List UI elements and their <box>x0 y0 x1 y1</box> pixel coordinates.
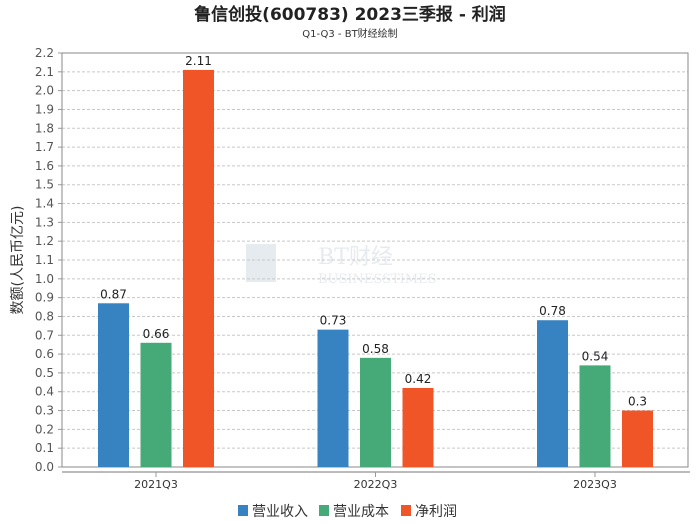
y-tick-label: 0.7 <box>35 328 54 342</box>
bar-2023Q3-3 <box>622 410 653 467</box>
legend-swatch <box>238 505 248 516</box>
data-label: 0.87 <box>100 287 127 301</box>
y-tick-label: 1.8 <box>35 121 54 135</box>
x-axis: 2021Q3 2022Q3 2023Q3 <box>134 472 617 491</box>
bar-2021Q3-3 <box>183 69 214 467</box>
legend-label: 净利润 <box>415 504 457 520</box>
y-tick-label: 0.6 <box>35 347 54 361</box>
bars: 0.87 0.66 2.11 0.73 0.58 0.42 0.78 0.54 0.3 <box>98 54 653 467</box>
legend-swatch <box>401 505 411 516</box>
y-tick-label: 1.3 <box>35 215 54 229</box>
bar-2021Q3-1 <box>98 303 129 467</box>
data-label: 0.3 <box>628 395 647 409</box>
y-tick-label: 1.1 <box>35 253 54 267</box>
legend-swatch <box>319 505 329 516</box>
y-tick-label: 0.8 <box>35 309 54 323</box>
y-tick-label: 0.4 <box>35 385 54 399</box>
y-tick-label: 1.9 <box>35 102 54 116</box>
bar-2022Q3-3 <box>402 387 434 467</box>
watermark: BT财经 BUSINESSTIMES <box>246 244 437 287</box>
y-tick-label: 1.5 <box>35 178 54 192</box>
chart-subtitle: Q1-Q3 - BT财经绘制 <box>302 27 397 40</box>
data-label: 0.73 <box>320 314 347 328</box>
y-tick-label: 0.1 <box>35 441 54 455</box>
bar-2022Q3-2 <box>360 357 391 467</box>
y-tick-label: 2.1 <box>35 65 54 79</box>
bar-2023Q3-2 <box>579 365 611 467</box>
bar-2023Q3-1 <box>537 320 568 467</box>
data-label: 2.11 <box>185 54 212 68</box>
data-label: 0.66 <box>143 327 170 341</box>
legend-label: 营业成本 <box>333 504 389 520</box>
data-label: 0.58 <box>362 342 389 356</box>
y-tick-label: 1.6 <box>35 159 54 173</box>
chart-title: 鲁信创投(600783) 2023三季报 - 利润 <box>194 4 506 25</box>
y-tick-label: 2.2 <box>35 46 54 60</box>
legend-label: 营业收入 <box>252 504 308 520</box>
data-label: 0.42 <box>405 372 432 386</box>
bar-2022Q3-1 <box>317 329 349 467</box>
y-tick-label: 2.0 <box>35 84 54 98</box>
y-tick-label: 1.4 <box>35 197 54 211</box>
bar-2021Q3-2 <box>140 342 172 467</box>
y-axis-label: 数额(人民币亿元) <box>10 206 26 315</box>
y-tick-label: 0.3 <box>35 404 54 418</box>
y-tick-label: 0.5 <box>35 366 54 380</box>
x-tick-label: 2023Q3 <box>573 478 617 491</box>
y-tick-label: 0.2 <box>35 422 54 436</box>
y-tick-label: 0.9 <box>35 291 54 305</box>
x-tick-label: 2022Q3 <box>354 478 398 491</box>
data-label: 0.78 <box>539 304 566 318</box>
x-tick-label: 2021Q3 <box>134 478 178 491</box>
svg-text:BUSINESSTIMES: BUSINESSTIMES <box>318 272 437 287</box>
y-tick-label: 1.2 <box>35 234 54 248</box>
y-tick-label: 1.0 <box>35 272 54 286</box>
y-tick-label: 1.7 <box>35 140 54 154</box>
gridlines <box>61 52 689 468</box>
y-tick-label: 0.0 <box>35 460 54 474</box>
svg-text:BT财经: BT财经 <box>318 245 393 270</box>
data-label: 0.54 <box>582 349 609 363</box>
legend: 营业收入 营业成本 净利润 <box>238 504 457 520</box>
